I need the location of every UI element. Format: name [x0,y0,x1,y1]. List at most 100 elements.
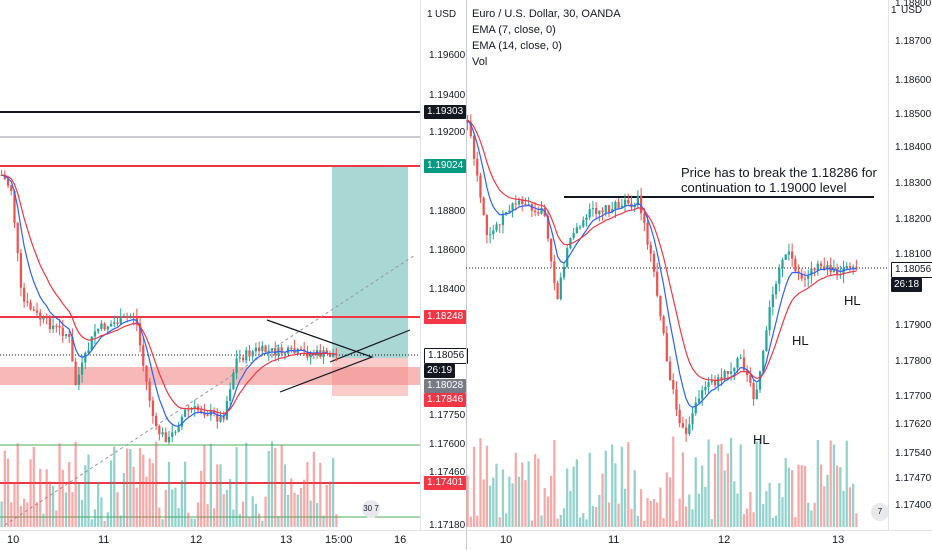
candle-body[interactable] [103,323,106,330]
candle-body[interactable] [803,278,807,280]
candle-body[interactable] [675,389,678,410]
candle-body[interactable] [656,271,659,296]
higher-low-label[interactable]: HL [753,432,770,447]
candle-body[interactable] [19,253,23,288]
candle-body[interactable] [270,348,274,351]
candle-body[interactable] [306,351,309,358]
candle-body[interactable] [829,264,832,273]
volume-legend[interactable]: Vol [472,56,488,68]
candle-body[interactable] [508,210,511,213]
candle-body[interactable] [684,427,688,434]
candle-body[interactable] [813,268,816,271]
candle-body[interactable] [842,268,845,275]
candle-body[interactable] [151,400,155,416]
candle-body[interactable] [742,357,746,371]
candle-body[interactable] [132,317,135,319]
candle-body[interactable] [697,398,701,403]
candle-body[interactable] [524,203,527,205]
higher-low-label[interactable]: HL [792,333,809,348]
triangle-pattern[interactable] [266,319,374,393]
candle-body[interactable] [575,227,578,234]
candle-body[interactable] [309,353,312,358]
candle-body[interactable] [787,251,791,255]
candle-body[interactable] [832,268,836,273]
candle-body[interactable] [299,348,303,350]
candle-body[interactable] [68,334,71,337]
candle-body[interactable] [771,294,774,308]
candle-body[interactable] [154,415,158,426]
ema7-legend[interactable]: EMA (7, close, 0) [472,24,556,36]
candle-body[interactable] [694,402,697,414]
candle-body[interactable] [280,347,283,354]
candle-body[interactable] [13,190,16,223]
candle-body[interactable] [546,216,550,239]
candle-body[interactable] [238,357,241,359]
candle-body[interactable] [55,325,58,327]
candle-body[interactable] [174,431,177,433]
candle-body[interactable] [100,323,103,329]
candle-body[interactable] [274,348,277,356]
candle-body[interactable] [219,416,222,422]
candle-body[interactable] [553,261,556,283]
candle-body[interactable] [171,432,174,437]
candle-body[interactable] [206,414,209,416]
candle-body[interactable] [216,413,219,422]
candle-body[interactable] [492,230,495,235]
candle-body[interactable] [251,351,254,357]
candle-body[interactable] [225,400,229,420]
candle-body[interactable] [617,201,620,208]
candle-body[interactable] [106,326,109,330]
candle-body[interactable] [29,302,32,310]
candle-body[interactable] [704,387,707,391]
higher-low-label[interactable]: HL [844,293,861,308]
right-time-axis[interactable]: 10 11 12 13 [466,530,932,551]
candle-body[interactable] [200,410,203,413]
candle-body[interactable] [328,353,332,357]
right-price-axis[interactable]: 1 USD 1.18800 1.18700 1.18600 1.18500 1.… [888,0,932,530]
candle-body[interactable] [177,426,180,432]
candle-body[interactable] [501,213,505,226]
candle-body[interactable] [791,251,794,259]
long-position-target-zone[interactable] [332,166,408,358]
candle-body[interactable] [476,158,479,176]
candle-body[interactable] [241,357,245,361]
candle-body[interactable] [283,353,287,355]
candle-body[interactable] [620,205,623,208]
candle-body[interactable] [505,212,508,214]
candle-body[interactable] [807,275,810,279]
candle-body[interactable] [488,234,492,236]
candle-body[interactable] [550,238,553,262]
candle-body[interactable] [258,347,261,352]
candle-body[interactable] [810,268,813,276]
candle-body[interactable] [588,209,591,218]
analysis-note[interactable]: Price has to break the 1.18286 for conti… [681,165,877,195]
candle-body[interactable] [245,350,248,361]
events-badge[interactable]: 7 [871,503,889,521]
candle-body[interactable] [164,432,167,443]
candle-body[interactable] [639,195,643,214]
candle-body[interactable] [472,136,476,159]
candle-body[interactable] [109,323,113,327]
candle-body[interactable] [591,208,595,210]
candle-body[interactable] [290,347,293,349]
candle-body[interactable] [752,382,755,400]
candle-body[interactable] [739,357,742,359]
candle-body[interactable] [736,358,739,368]
candle-body[interactable] [32,309,35,311]
candle-body[interactable] [180,416,184,427]
left-ema7-line[interactable] [1,174,337,427]
candle-body[interactable] [852,266,855,269]
candle-body[interactable] [794,258,797,272]
candle-body[interactable] [652,253,656,272]
candle-body[interactable] [229,389,232,401]
candle-body[interactable] [598,210,601,214]
left-candles[interactable] [0,169,338,445]
candle-body[interactable] [51,325,55,330]
left-time-axis[interactable]: 10 11 12 13 15:00 16 [0,530,466,551]
candle-body[interactable] [774,283,778,295]
support-zone[interactable] [0,367,420,385]
right-ema7-line[interactable] [467,120,857,408]
candle-body[interactable] [48,318,52,330]
candle-body[interactable] [649,244,652,254]
candle-body[interactable] [183,409,187,417]
